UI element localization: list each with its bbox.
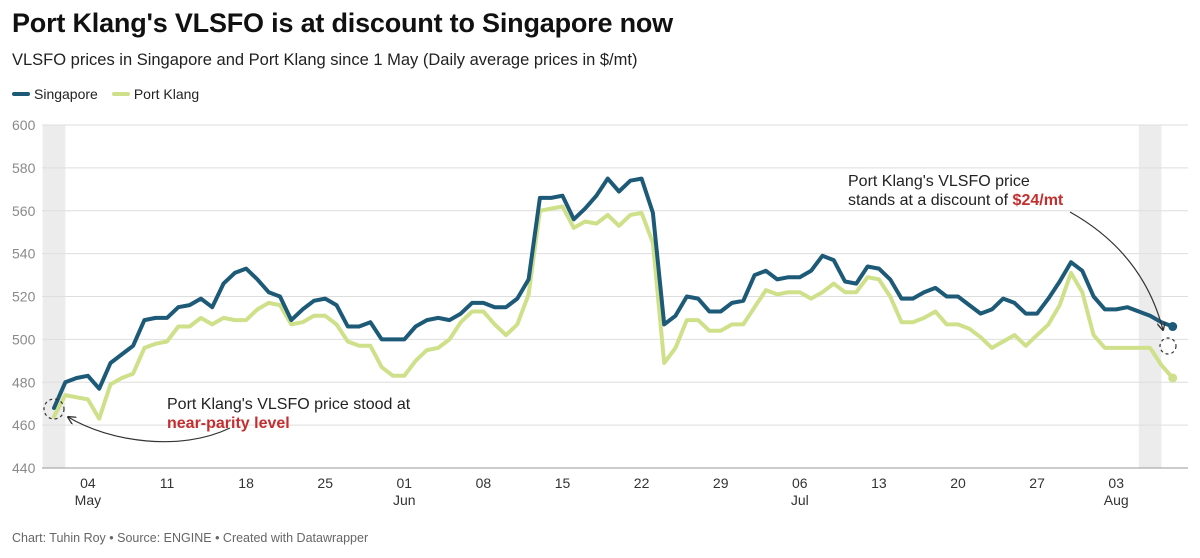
end-dot-port-klang bbox=[1168, 373, 1178, 383]
end-dot-singapore bbox=[1168, 322, 1178, 332]
annotation-text-discount-line1: Port Klang's VLSFO price bbox=[848, 173, 1030, 190]
annotation-circle-start bbox=[43, 398, 65, 420]
x-tick-label-03: 03 bbox=[1108, 475, 1124, 491]
x-tick-month-jul: Jul bbox=[791, 492, 809, 508]
chart-footer: Chart: Tuhin Roy • Source: ENGINE • Crea… bbox=[12, 531, 369, 545]
x-tick-label-25: 25 bbox=[317, 475, 333, 491]
x-tick-label-29: 29 bbox=[713, 475, 729, 491]
annotation-text-discount-prefix: stands at a discount of bbox=[848, 192, 1013, 209]
annotation-arrow-end bbox=[1069, 211, 1163, 330]
x-tick-month-jun: Jun bbox=[393, 492, 416, 508]
annotation-highlight-near-parity: near-parity level bbox=[167, 415, 290, 432]
x-tick-label-13: 13 bbox=[871, 475, 887, 491]
legend-item-singapore: Singapore bbox=[12, 86, 98, 102]
y-tick-label-480: 480 bbox=[12, 374, 36, 390]
y-tick-label-520: 520 bbox=[12, 289, 36, 305]
annotation-discount: Port Klang's VLSFO price stands at a dis… bbox=[848, 173, 1177, 355]
y-tick-label-440: 440 bbox=[12, 460, 36, 476]
annotation-text-discount-line2: stands at a discount of $24/mt bbox=[848, 192, 1064, 209]
legend-label-port-klang: Port Klang bbox=[133, 86, 200, 102]
annotation-text-near-parity: Port Klang's VLSFO price stood at bbox=[167, 396, 411, 413]
grid-lines bbox=[42, 124, 1188, 469]
x-tick-label-11: 11 bbox=[160, 475, 175, 491]
chart-title: Port Klang's VLSFO is at discount to Sin… bbox=[12, 8, 673, 38]
x-tick-label-20: 20 bbox=[950, 475, 966, 491]
chart-subtitle: VLSFO prices in Singapore and Port Klang… bbox=[12, 51, 638, 69]
x-tick-month-aug: Aug bbox=[1104, 492, 1129, 508]
x-tick-label-01: 01 bbox=[397, 475, 413, 491]
x-tick-month-may: May bbox=[75, 492, 101, 508]
x-tick-label-15: 15 bbox=[555, 475, 571, 491]
y-tick-label-560: 560 bbox=[12, 203, 36, 219]
x-tick-label-04: 04 bbox=[80, 475, 96, 491]
legend-label-singapore: Singapore bbox=[34, 86, 98, 102]
annotation-highlight-discount: $24/mt bbox=[1013, 192, 1064, 209]
y-tick-label-500: 500 bbox=[12, 331, 36, 347]
x-tick-label-06: 06 bbox=[792, 475, 808, 491]
x-tick-label-22: 22 bbox=[634, 475, 650, 491]
x-tick-label-08: 08 bbox=[476, 475, 492, 491]
chart-legend: Singapore Port Klang bbox=[12, 86, 213, 102]
legend-item-port-klang: Port Klang bbox=[111, 86, 200, 102]
annotation-circle-end bbox=[1159, 337, 1177, 355]
series-line-port-klang bbox=[52, 204, 1175, 421]
x-tick-label-27: 27 bbox=[1029, 475, 1045, 491]
y-tick-label-580: 580 bbox=[12, 160, 36, 176]
y-tick-label-540: 540 bbox=[12, 246, 36, 262]
x-tick-label-18: 18 bbox=[238, 475, 254, 491]
annotation-arrow-start bbox=[68, 417, 231, 443]
series-lines bbox=[52, 176, 1178, 421]
series-line-singapore bbox=[52, 176, 1175, 410]
y-tick-label-460: 460 bbox=[12, 417, 36, 433]
annotation-near-parity: Port Klang's VLSFO price stood at near-p… bbox=[43, 396, 411, 443]
legend-swatch-port-klang bbox=[111, 92, 130, 96]
y-tick-label-600: 600 bbox=[12, 117, 36, 133]
y-axis-tick-labels: 440 460 480 500 520 540 560 580 600 bbox=[12, 117, 36, 476]
legend-swatch-singapore bbox=[12, 92, 30, 96]
